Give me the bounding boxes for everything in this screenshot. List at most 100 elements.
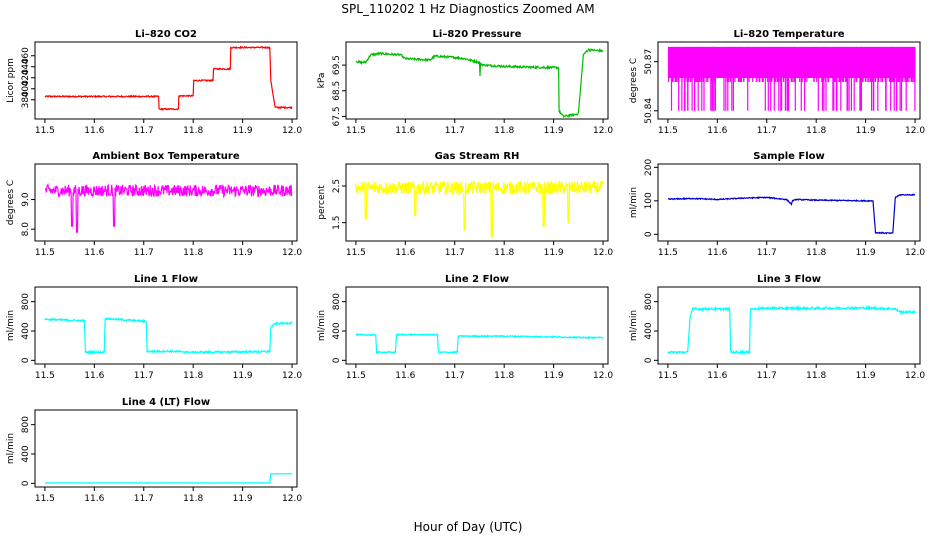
figure-title: SPL_110202 1 Hz Diagnostics Zoomed AM [341, 2, 594, 16]
x-tick-label: 11.6 [84, 126, 104, 136]
y-axis-label: kPa [317, 73, 327, 89]
x-tick-label: 11.9 [856, 248, 876, 258]
x-tick-label: 11.5 [346, 371, 366, 381]
panel-10: Line 4 (LT) Flow 11.5 11.6 11.7 11.8 11.9 12.0… [6, 397, 302, 504]
panel-frame [34, 41, 298, 120]
x-tick-label: 11.6 [84, 494, 104, 504]
y-tick-label: 50.87 [644, 49, 654, 75]
series-line [44, 316, 293, 355]
y-tick-label: 67.5 [332, 106, 342, 126]
panel-title: Line 1 Flow [134, 274, 198, 285]
panel-frame [345, 163, 609, 242]
panel-4: Ambient Box Temperature 11.5 11.6 11.7 11.8 1… [6, 151, 302, 258]
x-tick-label: 11.7 [757, 248, 777, 258]
y-tick-label: 460 [21, 47, 31, 64]
y-axis-label: ml/min [629, 310, 639, 341]
x-tick-label: 11.6 [84, 248, 104, 258]
x-tick-label: 11.5 [658, 371, 678, 381]
y-tick-label: 0 [21, 357, 31, 363]
y-axis-label: percent [317, 185, 327, 220]
panel-7: Line 1 Flow 11.5 11.6 11.7 11.8 11.9 12.0 0 400 8… [6, 274, 302, 381]
x-tick-label: 12.0 [905, 126, 925, 136]
panel-9: Line 3 Flow 11.5 11.6 11.7 11.8 11.9 12.0 0 400 8… [629, 274, 925, 381]
x-tick-label: 11.8 [183, 494, 203, 504]
panel-frame [657, 286, 921, 365]
x-tick-label: 11.5 [35, 494, 55, 504]
y-tick-label: 420 [21, 69, 31, 86]
y-axis-label: Licor ppm [6, 58, 16, 103]
x-tick-label: 11.7 [134, 126, 154, 136]
x-tick-label: 12.0 [593, 126, 613, 136]
y-axis-label: ml/min [6, 433, 16, 464]
x-tick-label: 12.0 [593, 371, 613, 381]
panel-frame [34, 409, 298, 488]
x-tick-label: 11.9 [544, 371, 564, 381]
x-tick-label: 11.6 [395, 126, 415, 136]
x-tick-label: 12.0 [905, 248, 925, 258]
x-tick-label: 11.9 [856, 371, 876, 381]
y-tick-label: 800 [21, 416, 31, 433]
x-tick-label: 11.8 [806, 371, 826, 381]
panel-frame [657, 163, 921, 242]
y-tick-label: 400 [21, 322, 31, 339]
y-tick-label: 50.84 [644, 98, 654, 124]
y-tick-label: 380 [21, 91, 31, 108]
panel-frame [34, 286, 298, 365]
y-tick-label: 800 [21, 293, 31, 310]
panel-6: Sample Flow 11.5 11.6 11.7 11.8 11.9 12.0 0 100 2… [629, 151, 925, 258]
panel-title: Li–820 Pressure [433, 29, 522, 40]
y-tick-label: 0 [644, 231, 654, 237]
x-tick-label: 11.5 [658, 126, 678, 136]
y-tick-label: 69.5 [332, 55, 342, 75]
x-tick-label: 11.8 [494, 248, 514, 258]
y-tick-label: 800 [644, 293, 654, 310]
x-tick-label: 11.5 [346, 126, 366, 136]
y-tick-label: 0 [644, 357, 654, 363]
y-axis-label: ml/min [629, 187, 639, 218]
x-tick-label: 11.9 [856, 126, 876, 136]
x-tick-label: 11.5 [35, 126, 55, 136]
panel-5: Gas Stream RH 11.5 11.6 11.7 11.8 11.9 12.0 1.5… [317, 151, 613, 258]
panel-frame [34, 163, 298, 242]
x-tick-label: 11.5 [346, 248, 366, 258]
panel-title: Gas Stream RH [435, 151, 520, 162]
x-tick-label: 11.5 [35, 371, 55, 381]
x-tick-label: 12.0 [282, 371, 302, 381]
series-line [44, 472, 293, 484]
panel-frame [345, 286, 609, 365]
x-tick-label: 11.9 [544, 248, 564, 258]
x-tick-label: 11.7 [134, 248, 154, 258]
y-axis-label: degrees C [629, 58, 639, 103]
x-tick-label: 11.9 [544, 126, 564, 136]
panel-frame [345, 41, 609, 120]
panel-title: Sample Flow [753, 151, 825, 162]
panel-title: Line 2 Flow [445, 274, 509, 285]
y-tick-label: 100 [644, 192, 654, 209]
x-tick-label: 11.6 [395, 371, 415, 381]
x-tick-label: 11.6 [395, 248, 415, 258]
y-axis-label: ml/min [317, 310, 327, 341]
y-tick-label: 800 [332, 293, 342, 310]
series-line [667, 304, 916, 355]
y-tick-label: 200 [644, 158, 654, 175]
panel-3: Li–820 Temperature 11.5 11.6 11.7 11.8 11.9 12… [629, 29, 925, 136]
y-tick-label: 0 [21, 480, 31, 486]
y-tick-label: 2.5 [332, 179, 342, 193]
series-line [44, 182, 293, 233]
series-line [355, 47, 604, 119]
y-tick-label: 400 [644, 322, 654, 339]
panel-title: Li–820 CO2 [135, 29, 197, 40]
y-tick-label: 8.0 [21, 222, 31, 237]
x-tick-label: 11.9 [233, 371, 253, 381]
x-tick-label: 12.0 [282, 126, 302, 136]
x-tick-label: 11.5 [35, 248, 55, 258]
x-tick-label: 11.6 [84, 371, 104, 381]
panel-2: Li–820 Pressure 11.5 11.6 11.7 11.8 11.9 12.0 6… [317, 29, 613, 136]
panel-8: Line 2 Flow 11.5 11.6 11.7 11.8 11.9 12.0 0 400 8… [317, 274, 613, 381]
y-axis-label: degrees C [6, 180, 16, 225]
x-tick-label: 12.0 [282, 494, 302, 504]
x-tick-label: 11.7 [134, 494, 154, 504]
x-tick-label: 11.9 [233, 248, 253, 258]
x-tick-label: 11.7 [757, 371, 777, 381]
y-tick-label: 400 [21, 445, 31, 462]
